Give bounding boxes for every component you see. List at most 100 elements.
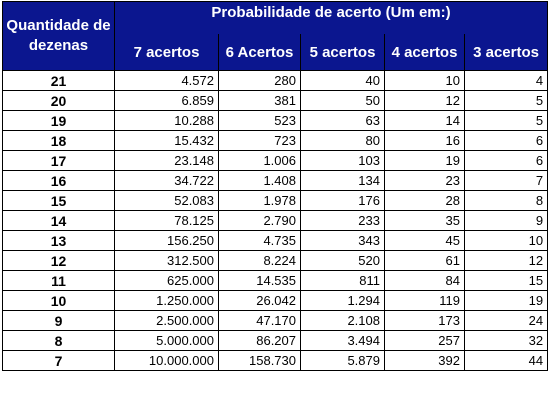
cell-probability: 5.000.000 bbox=[114, 330, 219, 351]
cell-dezenas: 8 bbox=[2, 330, 115, 351]
cell-probability: 78.125 bbox=[114, 210, 219, 231]
table-row: 19 10.288 523 63 14 5 bbox=[2, 110, 549, 131]
cell-probability: 8.224 bbox=[218, 250, 301, 271]
cell-probability: 45 bbox=[384, 230, 465, 251]
cell-probability: 2.790 bbox=[218, 210, 301, 231]
cell-probability: 10.000.000 bbox=[114, 350, 219, 371]
cell-probability: 5.879 bbox=[300, 350, 385, 371]
cell-probability: 5 bbox=[463, 90, 549, 111]
cell-probability: 32 bbox=[463, 330, 549, 351]
table-body: 21 4.572 280 40 10 4 20 6.859 381 50 12 5 19 10.288 52… bbox=[2, 70, 549, 371]
cell-probability: 14 bbox=[384, 110, 465, 131]
header-3-acertos: 3 acertos bbox=[463, 34, 549, 71]
cell-probability: 156.250 bbox=[114, 230, 219, 251]
cell-dezenas: 7 bbox=[2, 350, 115, 371]
cell-dezenas: 18 bbox=[2, 130, 115, 151]
cell-probability: 1.250.000 bbox=[114, 290, 219, 311]
cell-probability: 2.108 bbox=[300, 310, 385, 331]
table-row: 20 6.859 381 50 12 5 bbox=[2, 90, 549, 111]
cell-probability: 257 bbox=[384, 330, 465, 351]
cell-probability: 1.978 bbox=[218, 190, 301, 211]
cell-probability: 1.294 bbox=[300, 290, 385, 311]
cell-probability: 9 bbox=[463, 210, 549, 231]
cell-probability: 24 bbox=[463, 310, 549, 331]
cell-probability: 723 bbox=[218, 130, 301, 151]
cell-probability: 6.859 bbox=[114, 90, 219, 111]
cell-probability: 523 bbox=[218, 110, 301, 131]
cell-probability: 10.288 bbox=[114, 110, 219, 131]
cell-probability: 80 bbox=[300, 130, 385, 151]
cell-probability: 6 bbox=[463, 130, 549, 151]
cell-dezenas: 15 bbox=[2, 190, 115, 211]
header-row-top: Quantidade de dezenas Probabilidade de a… bbox=[2, 1, 549, 71]
cell-probability: 3.494 bbox=[300, 330, 385, 351]
cell-probability: 381 bbox=[218, 90, 301, 111]
table-row: 17 23.148 1.006 103 19 6 bbox=[2, 150, 549, 171]
cell-dezenas: 12 bbox=[2, 250, 115, 271]
header-6-acertos: 6 Acertos bbox=[218, 34, 301, 71]
cell-probability: 176 bbox=[300, 190, 385, 211]
cell-probability: 173 bbox=[384, 310, 465, 331]
header-4-acertos: 4 acertos bbox=[384, 34, 465, 71]
table-row: 7 10.000.000 158.730 5.879 392 44 bbox=[2, 350, 549, 371]
cell-probability: 15 bbox=[463, 270, 549, 291]
cell-probability: 16 bbox=[384, 130, 465, 151]
cell-dezenas: 20 bbox=[2, 90, 115, 111]
cell-probability: 4.735 bbox=[218, 230, 301, 251]
cell-probability: 52.083 bbox=[114, 190, 219, 211]
cell-probability: 4.572 bbox=[114, 70, 219, 91]
cell-dezenas: 17 bbox=[2, 150, 115, 171]
table-row: 9 2.500.000 47.170 2.108 173 24 bbox=[2, 310, 549, 331]
cell-dezenas: 21 bbox=[2, 70, 115, 91]
cell-probability: 312.500 bbox=[114, 250, 219, 271]
cell-dezenas: 19 bbox=[2, 110, 115, 131]
cell-probability: 86.207 bbox=[218, 330, 301, 351]
cell-probability: 14.535 bbox=[218, 270, 301, 291]
header-5-acertos: 5 acertos bbox=[300, 34, 385, 71]
cell-probability: 233 bbox=[300, 210, 385, 231]
cell-probability: 4 bbox=[463, 70, 549, 91]
cell-probability: 19 bbox=[463, 290, 549, 311]
cell-probability: 8 bbox=[463, 190, 549, 211]
table-row: 8 5.000.000 86.207 3.494 257 32 bbox=[2, 330, 549, 351]
cell-dezenas: 9 bbox=[2, 310, 115, 331]
cell-probability: 119 bbox=[384, 290, 465, 311]
cell-probability: 2.500.000 bbox=[114, 310, 219, 331]
cell-probability: 23 bbox=[384, 170, 465, 191]
cell-probability: 625.000 bbox=[114, 270, 219, 291]
cell-probability: 63 bbox=[300, 110, 385, 131]
header-7-acertos: 7 acertos bbox=[114, 34, 219, 71]
cell-dezenas: 10 bbox=[2, 290, 115, 311]
cell-probability: 10 bbox=[463, 230, 549, 251]
cell-probability: 34.722 bbox=[114, 170, 219, 191]
table-row: 14 78.125 2.790 233 35 9 bbox=[2, 210, 549, 231]
cell-probability: 811 bbox=[300, 270, 385, 291]
cell-probability: 40 bbox=[300, 70, 385, 91]
cell-probability: 15.432 bbox=[114, 130, 219, 151]
table-row: 11 625.000 14.535 811 84 15 bbox=[2, 270, 549, 291]
cell-dezenas: 13 bbox=[2, 230, 115, 251]
cell-probability: 26.042 bbox=[218, 290, 301, 311]
cell-probability: 12 bbox=[384, 90, 465, 111]
cell-probability: 61 bbox=[384, 250, 465, 271]
cell-probability: 6 bbox=[463, 150, 549, 171]
cell-probability: 134 bbox=[300, 170, 385, 191]
cell-probability: 7 bbox=[463, 170, 549, 191]
header-row-sub: 7 acertos 6 Acertos 5 acertos 4 acertos … bbox=[3, 34, 549, 71]
cell-probability: 50 bbox=[300, 90, 385, 111]
header-probabilidade: Probabilidade de acerto (Um em:) bbox=[113, 1, 549, 34]
header-quantidade-dezenas: Quantidade de dezenas bbox=[2, 1, 115, 71]
table-row: 13 156.250 4.735 343 45 10 bbox=[2, 230, 549, 251]
cell-probability: 10 bbox=[384, 70, 465, 91]
cell-dezenas: 14 bbox=[2, 210, 115, 231]
table-row: 15 52.083 1.978 176 28 8 bbox=[2, 190, 549, 211]
cell-probability: 158.730 bbox=[218, 350, 301, 371]
table-row: 10 1.250.000 26.042 1.294 119 19 bbox=[2, 290, 549, 311]
cell-probability: 47.170 bbox=[218, 310, 301, 331]
cell-probability: 44 bbox=[463, 350, 549, 371]
table-row: 18 15.432 723 80 16 6 bbox=[2, 130, 549, 151]
cell-probability: 1.006 bbox=[218, 150, 301, 171]
cell-probability: 5 bbox=[463, 110, 549, 131]
cell-probability: 280 bbox=[218, 70, 301, 91]
